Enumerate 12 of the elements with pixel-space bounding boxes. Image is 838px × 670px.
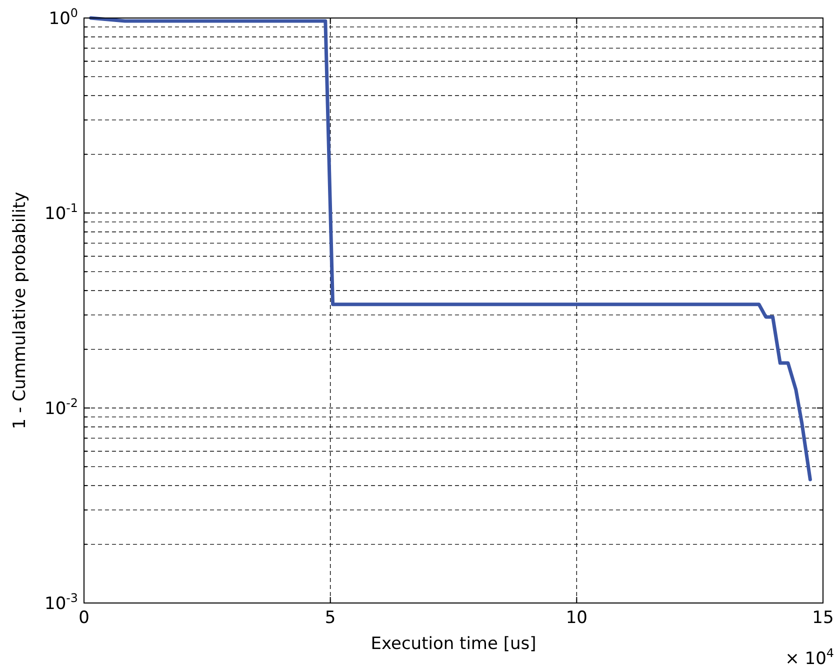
x-tick-label: 0 [78,608,90,628]
y-tick-label: 10$^{-1}$ [44,201,78,224]
x-tick-label: 15 [812,608,834,628]
text: × 10$^{4}$ [785,646,834,669]
y-tick-label: 10$^{-3}$ [44,591,78,614]
y-axis-title: 1 - Cummulative probability [10,192,30,430]
x-tick-label: 10 [566,608,588,628]
x-tick-label: 5 [324,608,336,628]
x-axis-title: Execution time [us] [370,634,536,654]
y-tick-label: 10$^{0}$ [48,6,78,29]
line-series [89,16,812,482]
y-tick-label: 10$^{-2}$ [44,396,78,419]
